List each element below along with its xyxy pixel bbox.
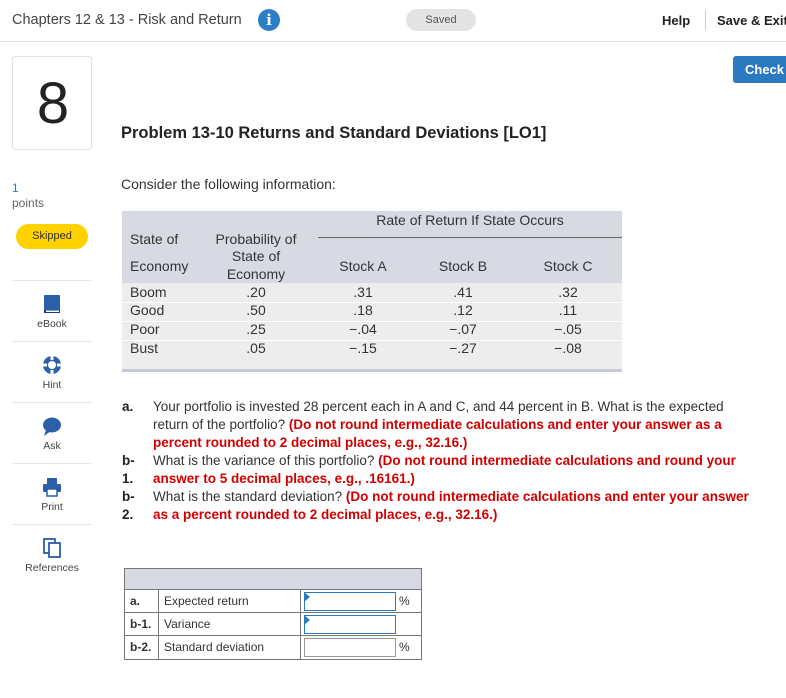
row-b: .12 — [453, 302, 473, 318]
question-text: What is the standard deviation? (Do not … — [153, 489, 749, 522]
answer-table-header — [125, 569, 421, 590]
copy-icon — [43, 538, 61, 558]
input-marker-icon — [304, 615, 310, 625]
answer-row-name: Standard deviation — [159, 636, 301, 659]
printer-icon — [43, 478, 61, 497]
col-state-line2: Economy — [130, 258, 189, 274]
instruction-text: (Do not round intermediate calculations … — [153, 489, 749, 522]
row-divider — [122, 321, 622, 322]
hint-button[interactable]: Hint — [12, 341, 92, 401]
info-icon[interactable]: i — [258, 9, 280, 31]
answer-row-name: Variance — [159, 613, 301, 636]
row-b: .41 — [453, 284, 473, 300]
table-bottom-rule — [122, 369, 622, 372]
problem-title: Problem 13-10 Returns and Standard Devia… — [121, 124, 547, 142]
col-prob-line3: Economy — [226, 266, 286, 282]
top-bar: Chapters 12 & 13 - Risk and Return i Sav… — [0, 0, 786, 42]
check-button[interactable]: Check — [733, 56, 786, 83]
returns-table: Rate of Return If State Occurs State of … — [122, 211, 622, 372]
tool-label-ebook: eBook — [37, 318, 67, 330]
question-label: b-2. — [122, 489, 135, 522]
ebook-button[interactable]: eBook — [12, 280, 92, 340]
col-stock-c: Stock C — [543, 258, 593, 274]
row-b: −.07 — [449, 321, 477, 337]
hint-icon — [43, 356, 61, 374]
help-link[interactable]: Help — [662, 13, 691, 28]
book-icon — [44, 295, 60, 313]
table-header — [122, 211, 622, 283]
row-prob: .05 — [246, 340, 266, 356]
row-state: Good — [130, 302, 165, 318]
standard-deviation-input[interactable] — [304, 638, 396, 657]
answer-row-label: b-2. — [125, 636, 159, 659]
save-exit-link[interactable]: Save & Exit — [717, 13, 786, 28]
question-text: What is the variance of this portfolio? … — [153, 453, 736, 486]
col-state-line1: State of — [130, 231, 179, 247]
row-prob: .50 — [246, 302, 266, 318]
problem-intro: Consider the following information: — [121, 176, 336, 192]
group-header-rule — [318, 237, 622, 238]
print-button[interactable]: Print — [12, 463, 92, 523]
table-body — [122, 283, 622, 369]
answer-table: a. Expected return % b-1. Variance b-2. … — [124, 568, 422, 660]
variance-input[interactable] — [304, 615, 396, 634]
row-c: −.08 — [554, 340, 582, 356]
answer-row-label: b-1. — [125, 613, 159, 636]
row-a: .18 — [353, 302, 373, 318]
col-stock-b: Stock B — [438, 258, 488, 274]
tool-label-references: References — [25, 562, 79, 574]
row-divider — [122, 340, 622, 341]
instruction-text: (Do not round intermediate calculations … — [153, 453, 736, 486]
row-prob: .20 — [246, 284, 266, 300]
input-marker-icon — [304, 592, 310, 602]
row-c: .11 — [558, 302, 578, 318]
answer-row: b-1. Variance — [125, 613, 421, 636]
instruction-text: (Do not round intermediate calculations … — [153, 417, 722, 450]
answer-row: b-2. Standard deviation % — [125, 636, 421, 659]
answer-row-label: a. — [125, 590, 159, 613]
row-a: .31 — [353, 284, 373, 300]
unit-label: % — [399, 594, 410, 608]
answer-row: a. Expected return % — [125, 590, 421, 613]
tool-label-ask: Ask — [43, 440, 61, 452]
col-prob-line2: State of — [231, 248, 281, 264]
row-state: Boom — [130, 284, 167, 300]
row-c: .32 — [558, 284, 578, 300]
chat-bubble-icon — [43, 417, 61, 436]
row-state: Bust — [130, 340, 159, 356]
tool-label-print: Print — [41, 501, 63, 513]
assignment-title: Chapters 12 & 13 - Risk and Return — [12, 12, 242, 28]
divider — [705, 10, 706, 30]
row-b: −.27 — [449, 340, 477, 356]
references-button[interactable]: References — [12, 524, 92, 584]
status-badge: Skipped — [16, 224, 88, 249]
col-prob-line1: Probability of — [215, 231, 297, 247]
expected-return-input[interactable] — [304, 592, 396, 611]
row-a: −.04 — [349, 321, 377, 337]
answer-row-name: Expected return — [159, 590, 301, 613]
saved-status: Saved — [406, 9, 476, 31]
question-number: 8 — [36, 71, 70, 136]
question-label: b-1. — [122, 453, 135, 486]
group-header: Rate of Return If State Occurs — [376, 212, 564, 228]
row-state: Poor — [130, 321, 160, 337]
row-prob: .25 — [246, 321, 266, 337]
ask-button[interactable]: Ask — [12, 402, 92, 462]
points-label: points — [12, 196, 45, 210]
row-a: −.15 — [349, 340, 377, 356]
question-number-card: 8 — [12, 56, 92, 150]
col-stock-a: Stock A — [339, 258, 387, 274]
question-label: a. — [122, 399, 134, 414]
points-value: 1 — [12, 181, 19, 195]
question-text: Your portfolio is invested 28 percent ea… — [153, 399, 724, 450]
row-c: −.05 — [554, 321, 582, 337]
unit-label: % — [399, 640, 410, 654]
row-divider — [122, 302, 622, 303]
tool-label-hint: Hint — [42, 379, 62, 391]
